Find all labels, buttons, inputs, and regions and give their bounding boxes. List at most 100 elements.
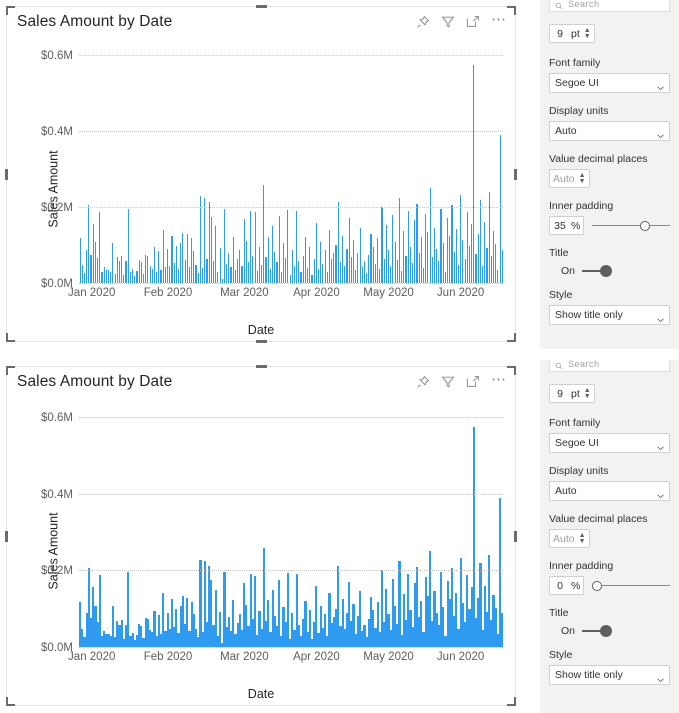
- bar[interactable]: [464, 622, 467, 647]
- bar[interactable]: [415, 567, 419, 647]
- filter-icon[interactable]: [441, 375, 455, 389]
- bar[interactable]: [162, 593, 165, 647]
- bar[interactable]: [219, 611, 222, 647]
- resize-handle-middle-left[interactable]: [5, 531, 8, 542]
- bar[interactable]: [385, 225, 387, 283]
- bar[interactable]: [477, 234, 479, 283]
- bar[interactable]: [304, 601, 307, 647]
- bar[interactable]: [297, 624, 300, 647]
- bar[interactable]: [365, 637, 368, 647]
- style-select[interactable]: Show title only: [549, 305, 670, 325]
- bar[interactable]: [342, 235, 344, 283]
- bar[interactable]: [123, 274, 125, 283]
- bar[interactable]: [332, 617, 335, 647]
- bar[interactable]: [481, 630, 484, 647]
- bar[interactable]: [129, 636, 132, 647]
- bar[interactable]: [219, 248, 221, 283]
- bar[interactable]: [164, 267, 166, 283]
- bar[interactable]: [368, 254, 370, 283]
- bar[interactable]: [431, 620, 434, 647]
- bar[interactable]: [372, 246, 374, 283]
- bar[interactable]: [497, 270, 499, 283]
- bar[interactable]: [494, 607, 497, 647]
- bar[interactable]: [475, 254, 477, 283]
- bar[interactable]: [254, 575, 257, 647]
- resize-handle-middle-right[interactable]: [514, 531, 517, 542]
- resize-handle-bottom-center[interactable]: [256, 340, 267, 343]
- bar[interactable]: [153, 610, 156, 647]
- bar[interactable]: [453, 615, 456, 647]
- bar[interactable]: [496, 633, 499, 647]
- bar[interactable]: [427, 232, 429, 283]
- bar[interactable]: [383, 258, 385, 283]
- bar[interactable]: [352, 604, 355, 647]
- bar[interactable]: [337, 565, 340, 647]
- bar[interactable]: [374, 627, 377, 647]
- bar[interactable]: [328, 229, 331, 283]
- bar[interactable]: [414, 219, 416, 283]
- bar[interactable]: [89, 618, 93, 647]
- bar[interactable]: [256, 271, 258, 283]
- bar[interactable]: [344, 265, 346, 283]
- bar[interactable]: [256, 635, 259, 647]
- bar[interactable]: [435, 612, 438, 647]
- bar[interactable]: [186, 597, 189, 647]
- bar[interactable]: [429, 188, 431, 283]
- bar[interactable]: [333, 253, 335, 283]
- value-decimal-places-stepper[interactable]: Auto ▲ ▼: [549, 169, 590, 188]
- bar[interactable]: [302, 619, 305, 647]
- bar[interactable]: [260, 628, 263, 647]
- bar[interactable]: [230, 267, 232, 283]
- bar[interactable]: [199, 196, 201, 283]
- stepper-arrows-icon[interactable]: ▲ ▼: [578, 532, 586, 545]
- inner-padding-input[interactable]: 0 %: [549, 576, 585, 595]
- bar[interactable]: [237, 259, 239, 283]
- bar[interactable]: [83, 636, 86, 647]
- bar[interactable]: [92, 587, 95, 647]
- bar[interactable]: [103, 630, 106, 647]
- bar[interactable]: [350, 620, 353, 647]
- bar[interactable]: [205, 622, 209, 647]
- resize-handle-bottom-left[interactable]: [6, 333, 15, 342]
- bar[interactable]: [184, 259, 186, 283]
- bar[interactable]: [124, 624, 128, 647]
- bar[interactable]: [302, 255, 304, 283]
- bar[interactable]: [151, 268, 153, 283]
- bar[interactable]: [461, 603, 464, 647]
- bar[interactable]: [214, 589, 217, 647]
- bar[interactable]: [215, 226, 217, 283]
- bar[interactable]: [229, 631, 233, 647]
- bar[interactable]: [223, 571, 226, 647]
- bar[interactable]: [424, 577, 427, 647]
- bar[interactable]: [483, 585, 486, 647]
- bar[interactable]: [247, 625, 250, 647]
- bar[interactable]: [96, 622, 99, 647]
- bar[interactable]: [118, 261, 121, 283]
- bar[interactable]: [81, 264, 83, 283]
- bar[interactable]: [398, 197, 401, 283]
- bar[interactable]: [169, 265, 171, 283]
- stepper-arrows-icon[interactable]: ▲ ▼: [583, 27, 591, 40]
- bar[interactable]: [411, 627, 414, 647]
- bar[interactable]: [320, 241, 322, 283]
- bar[interactable]: [418, 253, 420, 283]
- bar[interactable]: [86, 249, 88, 283]
- bar[interactable]: [269, 268, 271, 283]
- resize-handle-middle-right[interactable]: [514, 169, 517, 180]
- bar[interactable]: [295, 574, 298, 647]
- bar[interactable]: [324, 250, 326, 283]
- bar[interactable]: [140, 262, 142, 283]
- bar[interactable]: [471, 223, 473, 283]
- bar[interactable]: [145, 254, 147, 283]
- pin-icon[interactable]: [416, 375, 430, 389]
- column-chart-visual-1[interactable]: Sales Amount by Date: [5, 5, 517, 343]
- bar[interactable]: [366, 273, 368, 283]
- bar[interactable]: [131, 633, 134, 647]
- bar[interactable]: [228, 252, 230, 283]
- bar[interactable]: [343, 629, 346, 647]
- bar[interactable]: [446, 581, 449, 647]
- resize-handle-middle-left[interactable]: [5, 169, 8, 180]
- bar[interactable]: [416, 203, 418, 283]
- bar[interactable]: [180, 242, 182, 283]
- bar[interactable]: [357, 252, 359, 283]
